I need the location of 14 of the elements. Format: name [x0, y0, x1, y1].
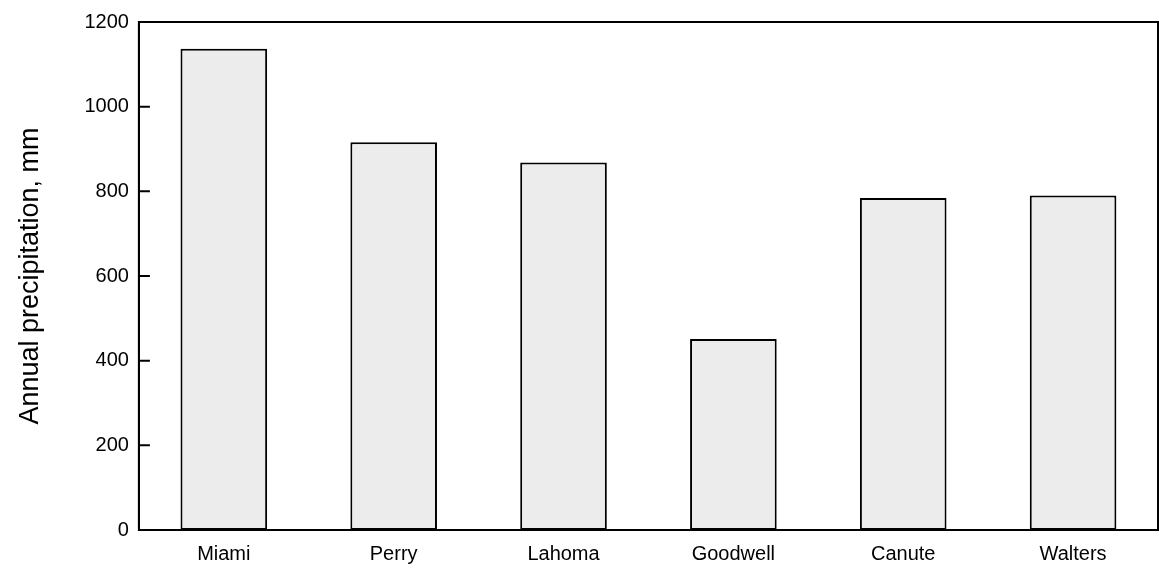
y-tick-label: 600 [95, 263, 129, 286]
y-tick-label: 1200 [84, 9, 129, 32]
x-tick-label: Canute [870, 541, 936, 564]
y-tick-label: 800 [95, 178, 129, 201]
y-tick-label: 1000 [84, 94, 129, 117]
y-tick-label: 200 [95, 432, 129, 455]
x-tick-label: Miami [197, 541, 251, 564]
x-tick-label: Lahoma [527, 541, 601, 564]
x-tick-label: Goodwell [691, 541, 776, 564]
x-tick-label: Walters [1039, 541, 1107, 564]
y-tick-label: 400 [95, 348, 129, 371]
x-tick-label: Perry [369, 541, 418, 564]
y-axis-title: Annual precipitation, mm [13, 127, 44, 425]
y-tick-label: 0 [117, 517, 129, 540]
